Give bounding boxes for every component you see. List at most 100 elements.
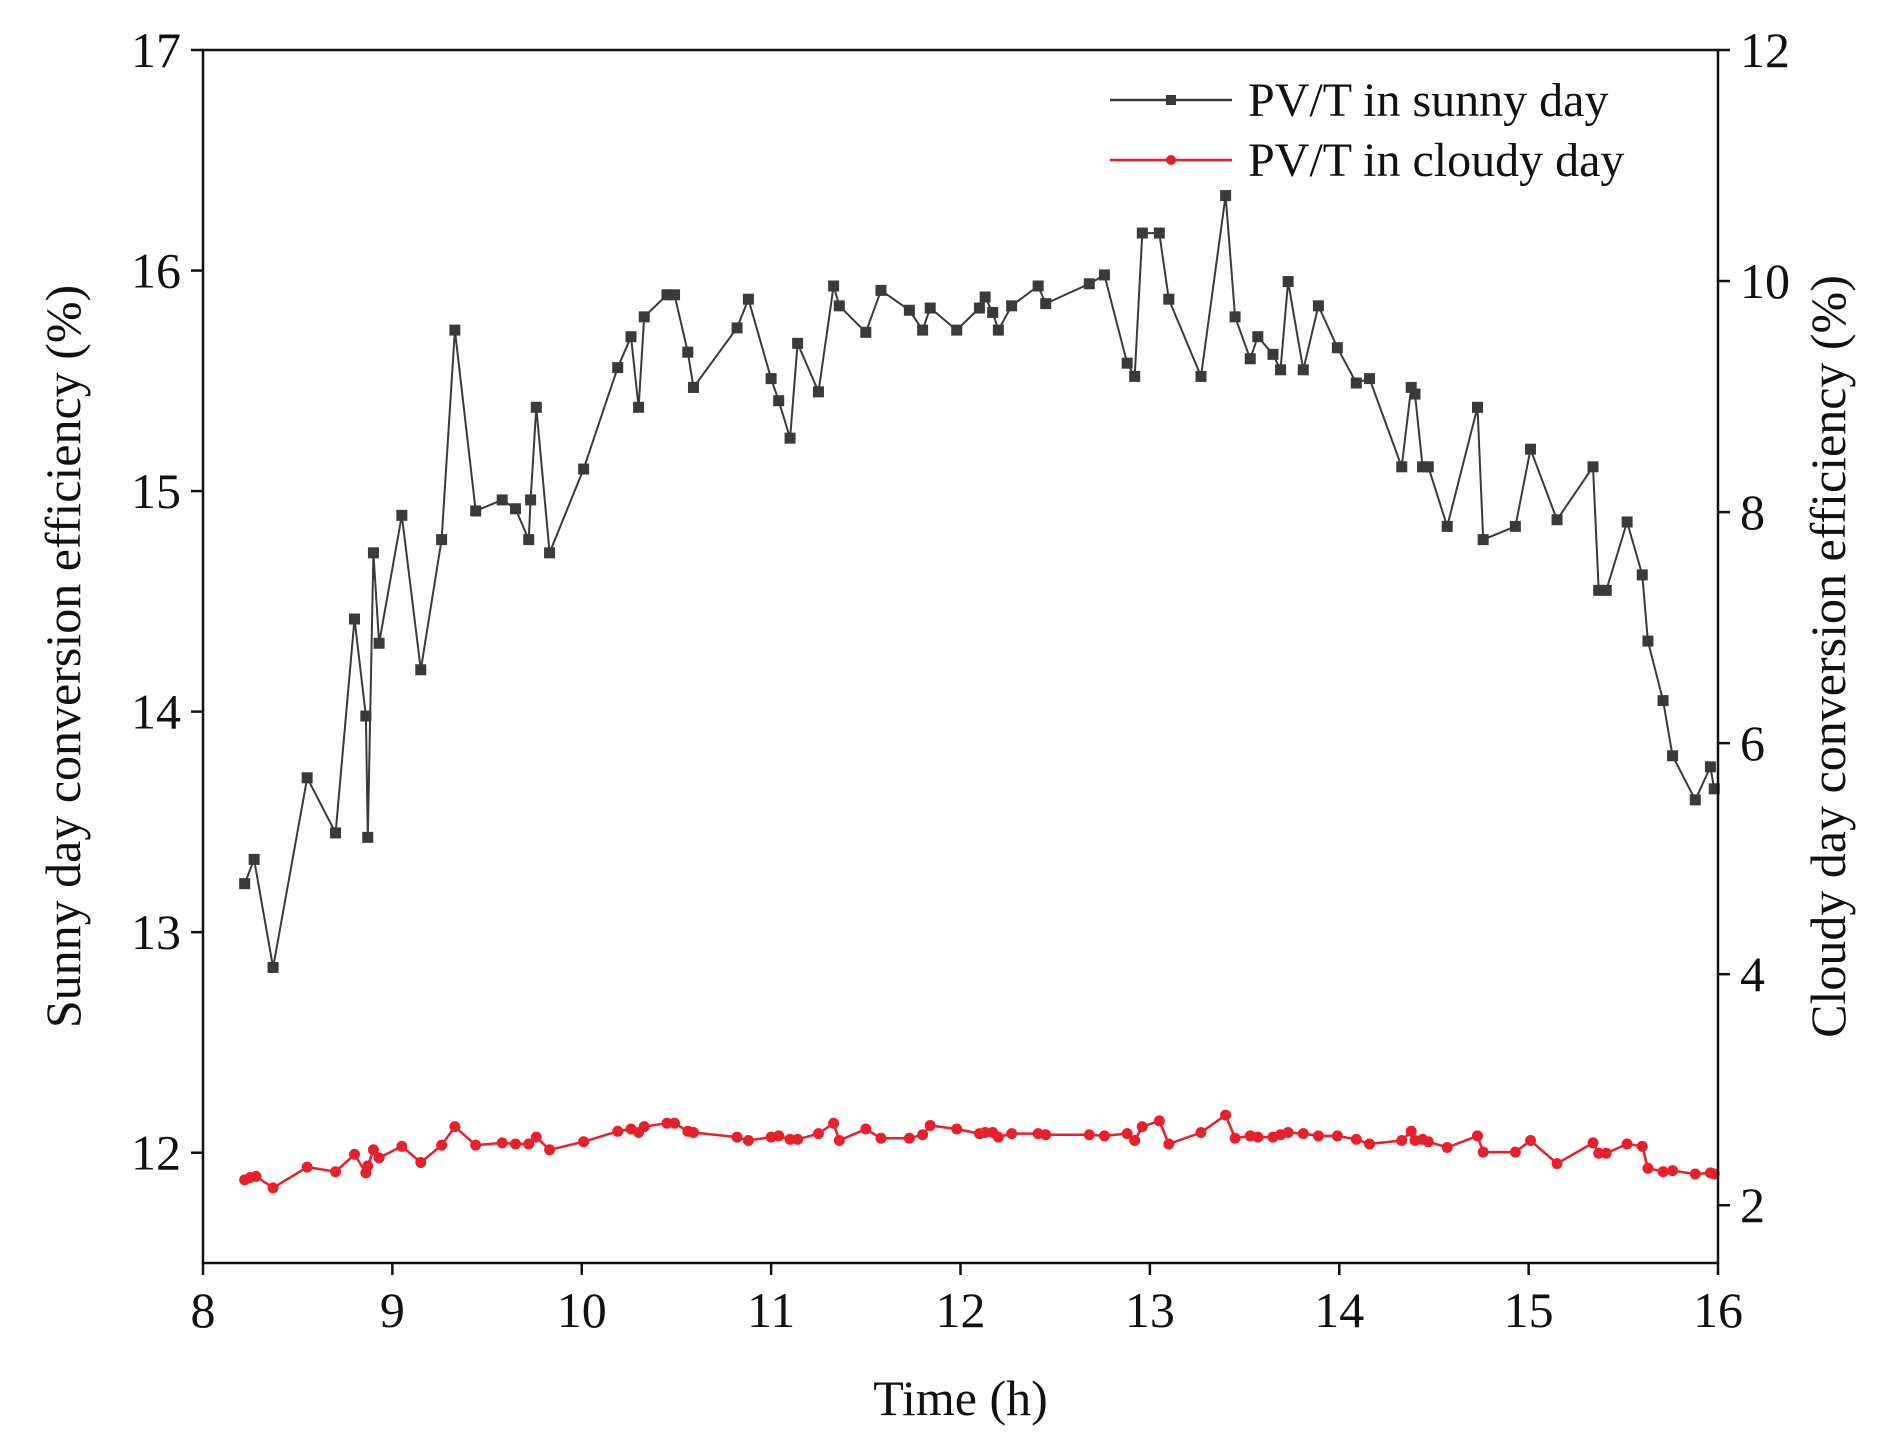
y-tick-label: 14	[131, 684, 181, 740]
data-point-cloudy	[924, 1120, 936, 1132]
data-point-cloudy	[1006, 1128, 1018, 1140]
series-layer	[239, 190, 1720, 1194]
data-point-sunny	[1006, 300, 1018, 312]
data-point-cloudy	[449, 1121, 461, 1133]
data-point-cloudy	[1282, 1126, 1294, 1138]
data-point-cloudy	[436, 1139, 448, 1151]
data-point-sunny	[1136, 227, 1148, 239]
data-point-sunny	[1417, 461, 1429, 473]
data-point-cloudy	[638, 1121, 650, 1133]
data-point-cloudy	[860, 1123, 872, 1135]
y2-axis-title: Cloudy day conversion efficiency (%)	[1800, 275, 1856, 1038]
data-point-cloudy	[1422, 1136, 1434, 1148]
y-axis-title: Sunny day conversion efficiency (%)	[35, 285, 91, 1028]
data-point-cloudy	[661, 1117, 673, 1129]
x-tick-label: 15	[1504, 1282, 1554, 1338]
data-point-sunny	[1312, 300, 1324, 312]
data-point-sunny	[396, 509, 408, 521]
data-point-sunny	[669, 289, 681, 301]
data-point-cloudy	[687, 1126, 699, 1138]
data-point-sunny	[525, 494, 537, 506]
data-point-sunny	[661, 289, 673, 301]
data-point-cloudy	[396, 1140, 408, 1152]
data-point-cloudy	[530, 1131, 542, 1143]
data-point-sunny	[1083, 278, 1095, 290]
data-point-sunny	[951, 324, 963, 336]
data-point-cloudy	[1297, 1128, 1309, 1140]
data-point-sunny	[682, 346, 694, 358]
data-point-cloudy	[784, 1133, 796, 1145]
data-point-cloudy	[979, 1126, 991, 1138]
data-point-cloudy	[1364, 1138, 1376, 1150]
data-point-sunny	[625, 331, 637, 343]
y2-tick-label: 10	[1740, 253, 1790, 309]
data-point-sunny	[248, 853, 260, 865]
data-point-cloudy	[1040, 1129, 1052, 1141]
data-point-cloudy	[1136, 1121, 1148, 1133]
data-point-sunny	[301, 772, 313, 784]
x-tick-label: 16	[1693, 1282, 1743, 1338]
data-point-cloudy	[731, 1131, 743, 1143]
data-point-cloudy	[833, 1135, 845, 1147]
data-point-sunny	[1477, 534, 1489, 546]
data-point-cloudy	[1471, 1130, 1483, 1142]
data-point-cloudy	[669, 1117, 681, 1129]
data-point-sunny	[828, 280, 840, 292]
data-point-sunny	[367, 547, 379, 559]
data-point-sunny	[633, 401, 645, 413]
data-point-cloudy	[330, 1166, 342, 1178]
x-tick-label: 12	[936, 1282, 986, 1338]
y2-tick-label: 6	[1740, 715, 1765, 771]
y-tick-label: 16	[131, 243, 181, 299]
data-point-sunny	[638, 311, 650, 323]
data-point-sunny	[1244, 353, 1256, 365]
y-tick-label: 17	[131, 22, 181, 78]
data-point-cloudy	[1642, 1162, 1654, 1174]
data-point-sunny	[1195, 370, 1207, 382]
data-point-sunny	[1689, 794, 1701, 806]
data-point-sunny	[792, 337, 804, 349]
data-point-cloudy	[1350, 1133, 1362, 1145]
data-point-cloudy	[1600, 1147, 1612, 1159]
data-point-sunny	[765, 373, 777, 385]
x-tick-label: 11	[747, 1282, 795, 1338]
data-point-cloudy	[496, 1137, 508, 1149]
x-tick-label: 14	[1314, 1282, 1364, 1338]
data-point-cloudy	[301, 1161, 313, 1173]
series-line-sunny	[243, 195, 1716, 968]
data-point-cloudy	[523, 1138, 535, 1150]
data-point-sunny	[1220, 190, 1232, 202]
data-point-cloudy	[612, 1125, 624, 1137]
data-point-sunny	[979, 291, 991, 303]
legend-label-sunny: PV/T in sunny day	[1248, 74, 1608, 127]
data-point-sunny	[1704, 761, 1716, 773]
data-point-cloudy	[1098, 1130, 1110, 1142]
data-point-cloudy	[1405, 1125, 1417, 1137]
data-point-sunny	[833, 300, 845, 312]
data-point-sunny	[860, 326, 872, 338]
data-point-sunny	[1525, 443, 1537, 455]
data-point-sunny	[1642, 635, 1654, 647]
data-point-cloudy	[544, 1144, 556, 1156]
legend-swatch-sunny-marker	[1166, 95, 1176, 105]
data-point-sunny	[1121, 357, 1133, 369]
data-point-cloudy	[1587, 1137, 1599, 1149]
data-point-cloudy	[1593, 1147, 1605, 1159]
data-point-sunny	[1600, 584, 1612, 596]
data-point-sunny	[349, 613, 360, 625]
data-point-sunny	[1593, 584, 1605, 596]
data-point-cloudy	[367, 1144, 379, 1156]
x-tick-label: 13	[1125, 1282, 1175, 1338]
legend-swatch-cloudy-marker	[1166, 155, 1176, 165]
data-point-sunny	[1551, 514, 1563, 526]
data-point-cloudy	[773, 1130, 785, 1142]
data-point-sunny	[1708, 783, 1720, 795]
data-point-cloudy	[578, 1136, 590, 1148]
data-point-sunny	[1657, 695, 1669, 707]
data-point-sunny	[875, 284, 887, 296]
data-point-cloudy	[828, 1117, 840, 1129]
data-point-sunny	[578, 463, 590, 475]
data-point-sunny	[1441, 520, 1453, 532]
